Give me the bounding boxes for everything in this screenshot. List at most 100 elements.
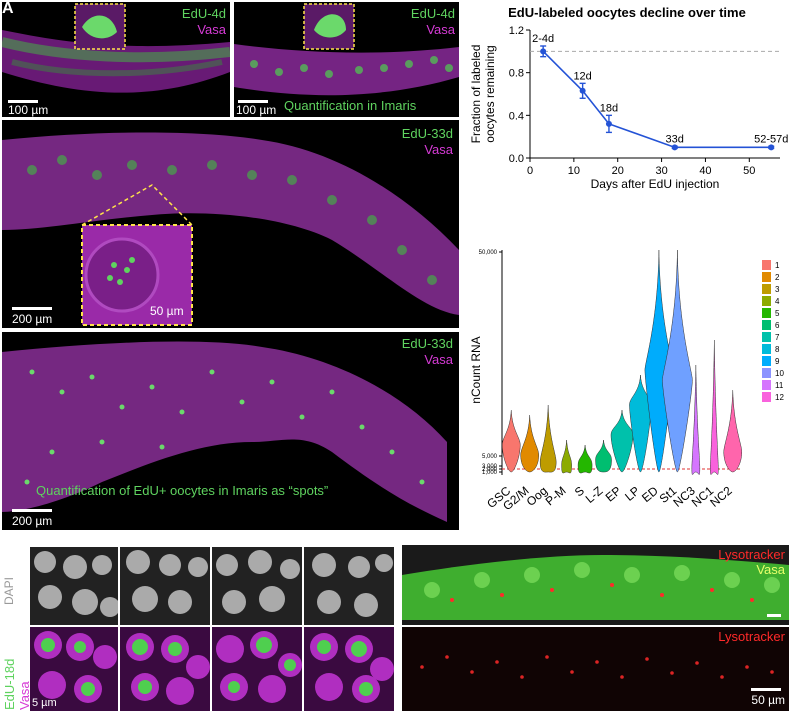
row-label-edu-vasa: EdU-18d Vasa: [2, 630, 32, 710]
legend-swatch: [762, 284, 771, 294]
violin-g2m: [520, 414, 539, 473]
legend-swatch: [762, 260, 771, 270]
data-point: [540, 48, 547, 55]
x-tick-label: 30: [655, 165, 667, 177]
y-tick-label: 0.0: [509, 153, 524, 165]
edu-vasa-image-1: [30, 627, 118, 711]
y-axis-label: nCount RNA: [469, 336, 483, 403]
legend-label: 4: [775, 297, 780, 306]
scale-bar-label: 200 µm: [12, 514, 53, 528]
micrograph-edu4d-2-image: [234, 3, 459, 96]
data-label: 18d: [600, 102, 618, 114]
label-vasa: Vasa: [197, 22, 226, 37]
legend-swatch: [762, 380, 771, 390]
x-tick-label: P-M: [543, 484, 569, 509]
micrograph-edu4d-1: EdU-4d Vasa 100 µm: [2, 2, 230, 117]
y-tick-label: 50,000: [479, 250, 498, 256]
series-line: [542, 50, 772, 149]
legend-label: 3: [775, 285, 780, 294]
violin-pm: [561, 439, 572, 474]
violin-nc2: [723, 389, 743, 473]
x-tick-label: NC2: [707, 483, 735, 509]
edu-vasa-image-3: [212, 627, 302, 711]
lysotracker-vasa-image: Lysotracker Vasa: [402, 545, 789, 625]
x-tick-label: EP: [603, 484, 624, 505]
violin-oog: [539, 404, 557, 473]
scale-bar: [751, 688, 781, 691]
label-edu: EdU-4d: [410, 6, 455, 21]
row-label-dapi: DAPI: [2, 576, 16, 605]
data-label: 33d: [666, 133, 684, 145]
legend-swatch: [762, 356, 771, 366]
y-tick-label: 0.4: [509, 110, 524, 122]
row-label-edu: EdU-18d: [2, 658, 17, 710]
violin-s: [577, 444, 593, 474]
data-label: 52-57d: [754, 133, 788, 145]
label-vasa: Vasa: [756, 562, 785, 577]
edu-vasa-image-4: [304, 627, 394, 711]
data-point: [579, 87, 586, 94]
dapi-image-4: [304, 547, 394, 625]
scale-bar: [12, 307, 52, 310]
scale-bar-label: 100 µm: [8, 103, 49, 117]
y-axis-label: Fraction of labeledoocytes remaining: [469, 45, 497, 144]
micrograph-edu4d-1-image: [2, 3, 230, 93]
violin-st1: [662, 249, 693, 473]
legend-label: 9: [775, 357, 780, 366]
panel-letter: A: [2, 0, 14, 17]
micrograph-edu4d-2: EdU-4d Vasa Quantification in Imaris 100…: [234, 2, 459, 117]
scale-bar-label: 50 µm: [751, 693, 785, 707]
data-label: 2-4d: [532, 33, 554, 45]
legend-swatch: [762, 296, 771, 306]
bottom-left-figure: DAPI EdU-18d Vasa 5 µm: [0, 545, 400, 713]
legend-label: 11: [775, 381, 784, 390]
data-point: [671, 144, 678, 151]
inset-scale-bar-label: 50 µm: [150, 304, 184, 318]
micrograph-edu33d-1-image: [2, 132, 459, 326]
caption: Quantification of EdU+ oocytes in Imaris…: [36, 483, 329, 498]
legend-label: 1: [775, 261, 780, 270]
scale-bar-label: 5 µm: [32, 697, 57, 709]
lysotracker-image: Lysotracker 50 µm: [402, 627, 789, 711]
label-vasa: Vasa: [424, 352, 453, 367]
legend-swatch: [762, 332, 771, 342]
legend-swatch: [762, 320, 771, 330]
violin-nc1: [710, 339, 719, 475]
scale-bar: [238, 100, 268, 103]
y-tick-label: 1.2: [509, 25, 524, 37]
label-edu: EdU-33d: [401, 336, 453, 351]
y-tick-label: 3,000: [482, 464, 498, 470]
chart-title: EdU-labeled oocytes decline over time: [508, 5, 746, 20]
legend-swatch: [762, 272, 771, 282]
x-tick-label: L-Z: [583, 484, 606, 506]
micrograph-edu33d-2-image: [2, 341, 447, 522]
micrograph-edu33d-1: EdU-33d Vasa 50 µm 200 µm: [2, 120, 459, 328]
y-tick-label: 5,000: [482, 454, 498, 460]
legend-label: 10: [775, 369, 784, 378]
x-tick-label: 0: [527, 165, 533, 177]
data-point: [605, 120, 612, 127]
scale-bar: [767, 614, 781, 617]
x-tick-label: 40: [699, 165, 711, 177]
legend-label: 5: [775, 309, 780, 318]
scale-bar-label: 200 µm: [12, 312, 53, 326]
y-tick-label: 2,000: [482, 467, 498, 473]
data-point: [768, 144, 775, 151]
violin-ep: [610, 409, 634, 473]
legend-swatch: [762, 368, 771, 378]
dapi-image-1: [30, 547, 118, 625]
violin-lz: [595, 439, 612, 473]
label-edu: EdU-33d: [401, 126, 453, 141]
dapi-image-2: [120, 547, 210, 625]
edu-vasa-image-2: [120, 627, 210, 711]
label-edu: EdU-4d: [181, 6, 226, 21]
legend-label: 7: [775, 333, 780, 342]
y-tick-label: 0.8: [509, 68, 524, 80]
scale-bar-label: 100 µm: [236, 103, 277, 117]
micrograph-edu33d-2: EdU-33d Vasa Quantification of EdU+ oocy…: [2, 332, 459, 530]
lysotracker-vasa-picture: [402, 555, 789, 620]
label-lysotracker: Lysotracker: [718, 547, 785, 562]
data-label: 12d: [573, 70, 591, 82]
violin-gsc: [501, 409, 521, 473]
scale-bar: [8, 100, 38, 103]
